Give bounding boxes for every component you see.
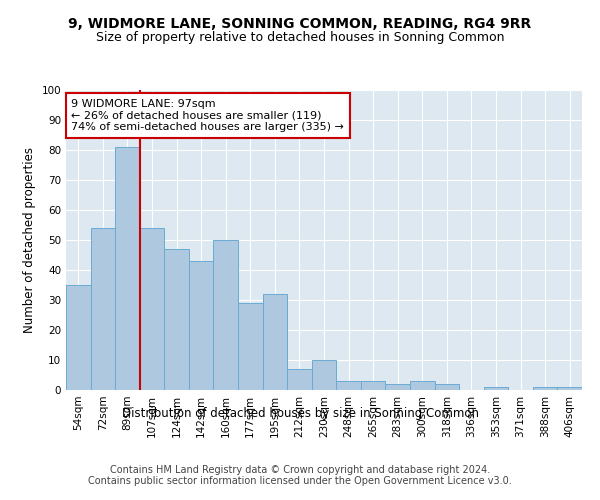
Text: Size of property relative to detached houses in Sonning Common: Size of property relative to detached ho…: [96, 31, 504, 44]
Bar: [91, 228, 115, 390]
Bar: [312, 360, 336, 390]
Bar: [336, 381, 361, 390]
Bar: [140, 228, 164, 390]
Text: Contains public sector information licensed under the Open Government Licence v3: Contains public sector information licen…: [88, 476, 512, 486]
Text: Distribution of detached houses by size in Sonning Common: Distribution of detached houses by size …: [121, 408, 479, 420]
Bar: [164, 249, 189, 390]
Bar: [410, 381, 434, 390]
Text: Contains HM Land Registry data © Crown copyright and database right 2024.: Contains HM Land Registry data © Crown c…: [110, 465, 490, 475]
Bar: [361, 381, 385, 390]
Bar: [214, 240, 238, 390]
Bar: [263, 294, 287, 390]
Bar: [484, 387, 508, 390]
Bar: [66, 285, 91, 390]
Bar: [385, 384, 410, 390]
Bar: [238, 303, 263, 390]
Bar: [557, 387, 582, 390]
Bar: [115, 147, 140, 390]
Text: 9, WIDMORE LANE, SONNING COMMON, READING, RG4 9RR: 9, WIDMORE LANE, SONNING COMMON, READING…: [68, 18, 532, 32]
Bar: [287, 369, 312, 390]
Bar: [434, 384, 459, 390]
Y-axis label: Number of detached properties: Number of detached properties: [23, 147, 36, 333]
Bar: [189, 261, 214, 390]
Text: 9 WIDMORE LANE: 97sqm
← 26% of detached houses are smaller (119)
74% of semi-det: 9 WIDMORE LANE: 97sqm ← 26% of detached …: [71, 99, 344, 132]
Bar: [533, 387, 557, 390]
